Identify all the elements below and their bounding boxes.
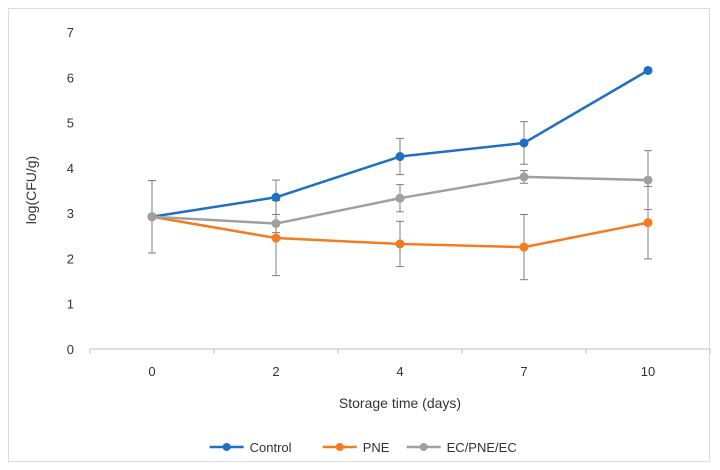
data-point [519,172,529,182]
data-point [147,212,157,222]
data-point [395,152,405,162]
data-point [519,242,529,252]
legend: Control PNE EC/PNE/EC [209,440,517,455]
x-tick-label: 4 [396,364,403,379]
data-point [643,218,653,228]
y-tick-label: 7 [67,25,74,40]
data-point [643,65,653,75]
y-tick-label: 5 [67,116,74,131]
data-point [643,175,653,185]
y-tick-label: 0 [67,342,74,357]
data-point [271,233,281,243]
y-tick-label: 1 [67,297,74,312]
legend-swatch-marker [222,443,231,451]
x-tick-label: 7 [520,364,527,379]
y-axis-title: log(CFU/g) [23,156,39,224]
x-tick-label: 0 [148,364,155,379]
y-tick-label: 6 [67,70,74,85]
x-axis-ticks: 0 2 4 7 10 [89,349,711,379]
data-point [519,138,529,148]
y-tick-label: 2 [67,251,74,266]
series-points [147,65,653,252]
data-point [271,192,281,202]
legend-swatch-marker [335,443,344,451]
legend-label: PNE [363,440,390,455]
legend-label: Control [250,440,292,455]
x-tick-label: 2 [272,364,279,379]
data-point [395,239,405,249]
legend-swatch-marker [419,443,428,451]
legend-label: EC/PNE/EC [447,440,517,455]
legend-item: PNE [322,440,390,455]
x-tick-label: 10 [641,364,655,379]
x-axis-title: Storage time (days) [339,395,461,411]
y-tick-label: 4 [67,161,74,176]
chart-frame [8,8,710,462]
data-point [271,219,281,229]
y-axis-ticks: 0 1 2 3 4 5 6 7 [67,25,74,357]
legend-item: Control [209,440,292,455]
y-tick-label: 3 [67,206,74,221]
data-point [395,193,405,203]
legend-item: EC/PNE/EC [406,440,517,455]
